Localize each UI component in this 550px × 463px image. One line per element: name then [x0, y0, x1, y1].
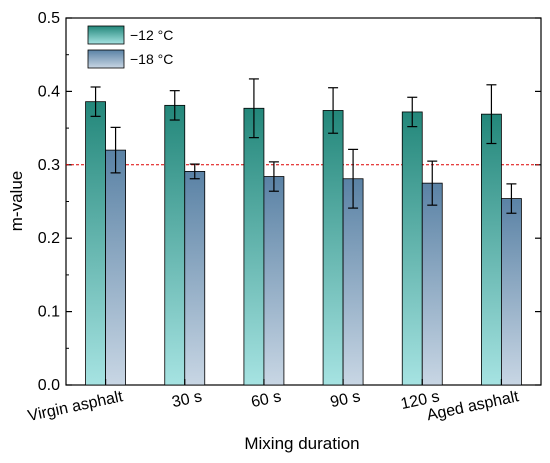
bars	[85, 101, 522, 386]
legend-label-series-2: −18 °C	[130, 51, 173, 67]
bar-series-1	[322, 110, 344, 386]
error-bars	[90, 78, 517, 214]
bar-series-1	[481, 113, 502, 386]
y-axis-ticks: 0.0 0.1 0.2 0.3 0.4 0.5	[38, 10, 541, 394]
y-tick-label: 0.1	[38, 304, 60, 321]
bar-series-2	[501, 198, 522, 386]
bar-series-2	[184, 171, 206, 386]
y-tick-label: 0.4	[38, 83, 60, 100]
bar-series-1	[85, 101, 106, 386]
x-tick-label: 90 s	[329, 388, 362, 411]
plot-frame	[65, 17, 542, 386]
x-tick-label: 60 s	[250, 388, 283, 411]
x-tick-label: 30 s	[170, 388, 203, 411]
y-tick-label: 0.2	[38, 230, 60, 247]
y-tick-label: 0.3	[38, 157, 60, 174]
y-tick-label: 0.0	[38, 377, 60, 394]
legend-swatch-series-1	[87, 25, 125, 45]
bar-series-2	[342, 178, 364, 386]
legend: −12 °C −18 °C	[87, 25, 173, 69]
legend-swatch-series-2	[87, 49, 125, 69]
bar-series-1	[243, 107, 265, 386]
bar-series-2	[263, 176, 285, 386]
x-axis-title: Mixing duration	[244, 434, 359, 453]
bar-series-1	[164, 104, 186, 386]
bar-series-1	[401, 111, 423, 386]
bar-series-2	[105, 149, 126, 386]
legend-label-series-1: −12 °C	[130, 27, 173, 43]
bar-series-2	[421, 182, 443, 386]
y-axis-title: m-value	[7, 171, 26, 231]
y-tick-label: 0.5	[38, 10, 60, 27]
x-tick-label: Aged asphalt	[425, 388, 520, 424]
